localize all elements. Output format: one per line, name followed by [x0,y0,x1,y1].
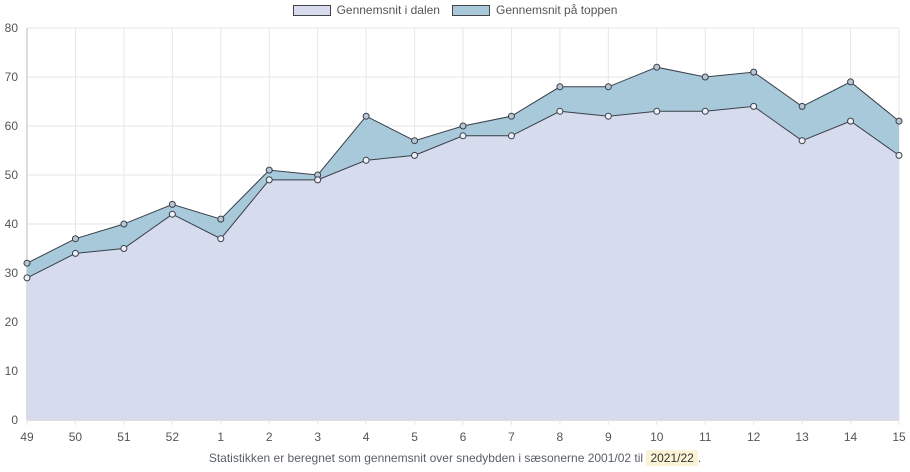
x-tick-label: 49 [20,430,34,444]
point-top [217,215,225,223]
point-valley [71,249,79,257]
y-tick-label: 40 [5,217,19,231]
x-tick-label: 6 [460,430,467,444]
point-valley [168,210,176,218]
y-tick-label: 80 [5,21,19,35]
point-top [362,112,370,120]
x-tick-label: 50 [69,430,83,444]
point-top [556,83,564,91]
legend-swatch-valley [292,4,331,16]
y-tick-label: 0 [11,413,18,427]
x-tick-label: 14 [844,430,858,444]
x-tick-label: 51 [117,430,131,444]
point-valley [23,274,31,282]
point-valley [265,176,273,184]
x-tick-label: 8 [557,430,564,444]
x-tick-label: 15 [892,430,906,444]
legend-label-top: Gennemsnit på toppen [495,3,618,17]
point-valley [895,151,903,159]
y-tick-label: 50 [5,168,19,182]
point-top [653,63,661,71]
point-top [798,102,806,110]
y-tick-label: 70 [5,70,19,84]
footnote-end: . [697,451,702,465]
x-tick-label: 7 [508,430,515,444]
x-tick-label: 12 [747,430,761,444]
point-top [168,200,176,208]
point-valley [847,117,855,125]
point-valley [556,107,564,115]
x-tick-label: 11 [699,430,712,444]
legend-item-valley[interactable]: Gennemsnit i dalen [292,3,440,17]
point-top [847,78,855,86]
point-valley [798,137,806,145]
point-valley [217,235,225,243]
x-tick-label: 52 [166,430,180,444]
point-valley [459,132,467,140]
point-top [701,73,709,81]
chart-legend: Gennemsnit i dalen Gennemsnit på toppen [0,3,910,17]
point-valley [411,151,419,159]
season-selector[interactable]: 2021/22 [646,450,698,466]
y-tick-label: 30 [5,266,19,280]
x-tick-label: 13 [795,430,809,444]
x-tick-label: 2 [266,430,273,444]
y-tick-label: 20 [5,315,19,329]
point-top [604,83,612,91]
legend-swatch-top [451,4,490,16]
point-valley [120,245,128,252]
chart-footnote: Statistikken er beregnet som gennemsnit … [0,450,910,466]
point-top [895,117,903,125]
point-valley [362,156,370,164]
footnote-text: Statistikken er beregnet som gennemsnit … [208,451,644,465]
x-tick-label: 9 [605,430,612,444]
point-valley [653,107,661,115]
x-tick-label: 10 [650,430,664,444]
point-top [71,235,79,243]
y-tick-label: 10 [5,364,19,378]
point-valley [604,112,612,120]
point-top [120,220,128,228]
point-top [459,122,467,130]
point-valley [701,107,709,115]
point-valley [507,132,515,140]
area-valley [27,106,899,421]
legend-item-top[interactable]: Gennemsnit på toppen [451,3,618,17]
point-top [265,166,273,174]
point-top [750,68,758,76]
y-tick-label: 60 [5,119,19,133]
point-top [507,112,515,120]
legend-label-valley: Gennemsnit i dalen [336,3,440,17]
x-tick-label: 5 [411,430,418,444]
point-valley [314,176,322,184]
point-top [23,259,31,267]
point-valley [750,102,758,110]
x-tick-label: 4 [363,430,370,444]
x-tick-label: 1 [217,430,224,444]
point-top [411,137,419,145]
x-tick-label: 3 [314,430,321,444]
